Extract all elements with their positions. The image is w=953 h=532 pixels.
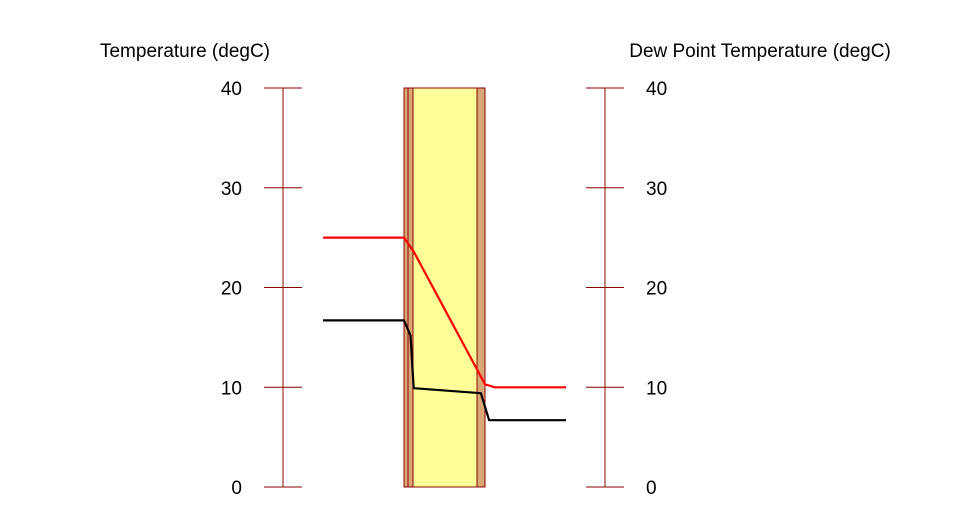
left-axis-title: Temperature (degC) (100, 41, 270, 62)
left-tick-label-20: 20 (221, 279, 242, 300)
left-tick-label-10: 10 (221, 378, 242, 399)
right-tick-label-20: 20 (646, 279, 667, 300)
series-lines (323, 236, 566, 422)
left-tick-label-0: 0 (231, 478, 242, 499)
wall-layer-3 (476, 87, 486, 488)
axes: 0 10 20 30 40 0 10 20 30 40 (221, 79, 667, 499)
right-tick-label-0: 0 (646, 478, 657, 499)
right-axis-title: Dew Point Temperature (degC) (629, 41, 891, 62)
right-tick-label-40: 40 (646, 79, 667, 100)
left-tick-label-30: 30 (221, 179, 242, 200)
series-line-2 (323, 319, 566, 422)
series-line-1 (323, 236, 566, 389)
right-tick-label-10: 10 (646, 378, 667, 399)
wall-layers (403, 87, 486, 488)
right-tick-label-30: 30 (646, 179, 667, 200)
left-tick-label-40: 40 (221, 79, 242, 100)
wall-layer-2 (412, 87, 478, 488)
